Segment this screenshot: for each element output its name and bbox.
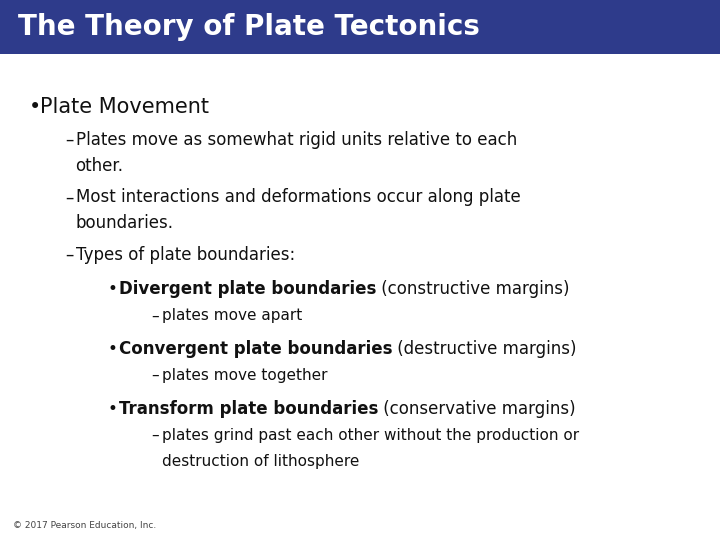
Text: Plates move as somewhat rigid units relative to each: Plates move as somewhat rigid units rela… — [76, 131, 517, 149]
Text: •: • — [29, 97, 41, 117]
Text: •: • — [108, 280, 118, 298]
Text: The Theory of Plate Tectonics: The Theory of Plate Tectonics — [18, 13, 480, 41]
Text: plates move apart: plates move apart — [162, 308, 302, 323]
Text: plates grind past each other without the production or: plates grind past each other without the… — [162, 428, 579, 443]
Text: –: – — [151, 308, 159, 323]
Text: boundaries.: boundaries. — [76, 214, 174, 232]
Bar — [0, 0, 720, 54]
Text: –: – — [65, 246, 73, 264]
Text: other.: other. — [76, 157, 124, 175]
Text: (constructive margins): (constructive margins) — [376, 280, 570, 298]
Text: © 2017 Pearson Education, Inc.: © 2017 Pearson Education, Inc. — [13, 521, 156, 530]
Text: plates move together: plates move together — [162, 368, 328, 383]
Text: (destructive margins): (destructive margins) — [392, 340, 577, 357]
Text: Most interactions and deformations occur along plate: Most interactions and deformations occur… — [76, 188, 521, 206]
Text: destruction of lithosphere: destruction of lithosphere — [162, 454, 359, 469]
Text: Plate Movement: Plate Movement — [40, 97, 209, 117]
Text: Convergent plate boundaries: Convergent plate boundaries — [119, 340, 392, 357]
Text: –: – — [65, 188, 73, 206]
Text: Types of plate boundaries:: Types of plate boundaries: — [76, 246, 295, 264]
Text: –: – — [151, 428, 159, 443]
Text: (conservative margins): (conservative margins) — [378, 400, 576, 417]
Text: –: – — [151, 368, 159, 383]
Text: Divergent plate boundaries: Divergent plate boundaries — [119, 280, 376, 298]
Text: •: • — [108, 340, 118, 357]
Text: Transform plate boundaries: Transform plate boundaries — [119, 400, 378, 417]
Text: –: – — [65, 131, 73, 149]
Text: •: • — [108, 400, 118, 417]
